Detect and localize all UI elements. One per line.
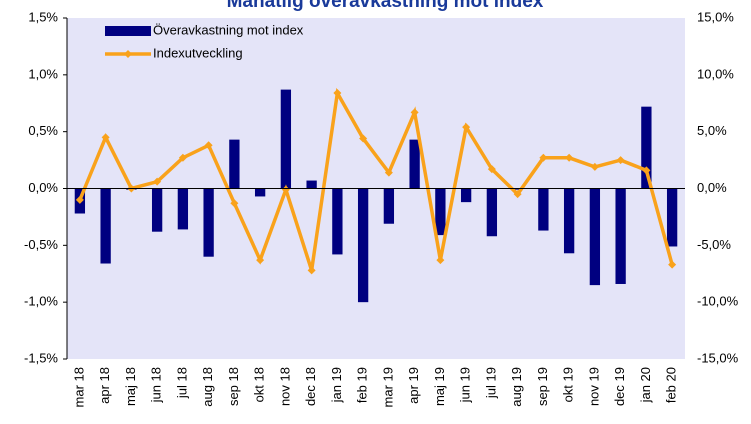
marker — [333, 89, 342, 98]
y2-tick-label: -10,0% — [697, 294, 739, 309]
legend-label: Indexutveckling — [153, 45, 243, 60]
legend-label: Överavkastning mot index — [153, 22, 304, 37]
y2-tick-label: -15,0% — [697, 350, 739, 365]
marker — [487, 165, 496, 174]
marker — [384, 168, 393, 177]
line — [78, 87, 674, 271]
bar — [254, 188, 266, 197]
bar — [177, 188, 189, 230]
bar — [563, 188, 575, 254]
bar — [203, 188, 214, 257]
x-tick-label: nov 19 — [586, 367, 601, 406]
x-tick-label: jun 19 — [458, 367, 473, 403]
x-tick-label: jan 20 — [638, 367, 653, 403]
bar — [409, 139, 420, 189]
chart-title: Månatlig överavkastning mot index — [227, 0, 544, 12]
marker — [359, 134, 368, 143]
legend-marker — [124, 50, 132, 58]
x-tick-label: jan 19 — [329, 367, 344, 403]
y-tick-label: 1,0% — [28, 66, 58, 81]
bar — [460, 188, 472, 203]
bar — [512, 188, 523, 190]
x-tick-label: aug 18 — [200, 367, 215, 407]
marker — [668, 260, 677, 269]
marker — [256, 256, 265, 265]
bar — [383, 188, 395, 224]
x-tick-label: mar 19 — [380, 367, 395, 407]
bar — [641, 106, 652, 189]
x-tick-label: aug 19 — [509, 367, 524, 407]
marker — [462, 123, 471, 132]
x-tick-label: okt 18 — [252, 367, 267, 402]
x-tick-label: dec 18 — [303, 367, 318, 406]
bar — [486, 188, 498, 237]
x-tick-label: mar 18 — [71, 367, 86, 407]
marker — [75, 195, 84, 204]
bar — [332, 188, 343, 255]
y-tick-label: -0,5% — [24, 237, 58, 252]
marker — [642, 166, 651, 175]
bar — [357, 188, 369, 303]
x-tick-label: sep 18 — [226, 367, 241, 406]
x-tick-label: okt 19 — [561, 367, 576, 402]
bar — [538, 188, 549, 231]
x-tick-label: feb 20 — [664, 367, 679, 403]
marker — [616, 156, 625, 165]
bar — [151, 188, 163, 232]
marker — [101, 133, 110, 142]
y2-tick-label: -5,0% — [697, 237, 731, 252]
marker — [307, 266, 316, 275]
y-tick-label: 0,0% — [28, 180, 58, 195]
marker — [539, 153, 548, 162]
y2-tick-label: 15,0% — [697, 9, 734, 24]
x-tick-label: nov 18 — [277, 367, 292, 406]
y-tick-label: 1,5% — [28, 9, 58, 24]
bar — [280, 89, 292, 189]
marker — [153, 177, 162, 186]
bar — [589, 188, 601, 286]
legend-swatch — [105, 26, 151, 36]
bar — [435, 188, 446, 236]
y2-tick-label: 10,0% — [697, 66, 734, 81]
marker — [513, 190, 522, 199]
marker — [281, 185, 290, 194]
bar — [615, 188, 626, 284]
marker — [230, 199, 239, 208]
bar — [306, 180, 317, 189]
x-tick-label: feb 19 — [355, 367, 370, 403]
x-tick-label: maj 19 — [432, 367, 447, 406]
y-tick-label: -1,5% — [24, 350, 58, 365]
bar — [100, 188, 111, 264]
x-tick-label: sep 19 — [535, 367, 550, 406]
marker — [204, 141, 213, 150]
y-tick-label: -1,0% — [24, 294, 58, 309]
x-tick-label: dec 19 — [612, 367, 627, 406]
marker — [178, 153, 187, 162]
y-tick-label: 0,5% — [28, 123, 58, 138]
x-tick-label: apr 19 — [406, 367, 421, 404]
x-tick-label: jul 19 — [483, 367, 498, 399]
x-tick-label: jun 18 — [149, 367, 164, 403]
x-tick-label: apr 18 — [97, 367, 112, 404]
x-tick-label: maj 18 — [123, 367, 138, 406]
x-tick-label: jul 18 — [174, 367, 189, 399]
bar — [666, 188, 678, 247]
y2-tick-label: 0,0% — [697, 180, 727, 195]
y2-tick-label: 5,0% — [697, 123, 727, 138]
marker — [436, 256, 445, 265]
marker — [590, 162, 599, 171]
marker — [410, 108, 419, 117]
bar — [229, 139, 240, 189]
marker — [565, 153, 574, 162]
